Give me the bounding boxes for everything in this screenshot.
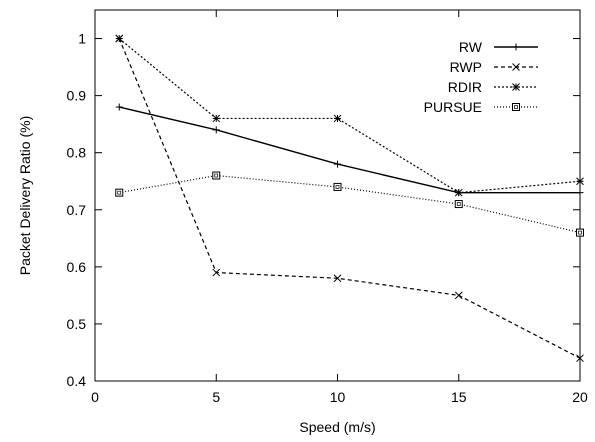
marker-square-inner [335,185,340,189]
marker-square [454,200,463,209]
x-tick-label: 15 [451,389,467,405]
data-point-rwp [454,291,463,300]
series-line-rdir [118,38,581,194]
marker-stroke [212,268,221,277]
marker-stroke [454,291,463,300]
data-point-rwp [576,354,584,363]
series-rw [115,103,584,197]
marker-square [115,188,124,197]
marker-stroke [454,188,463,197]
series-line-pursue [119,174,581,234]
data-point-rw [212,126,220,134]
marker-square-inner [514,105,518,109]
marker-stroke [115,34,124,43]
marker-stroke [333,274,342,283]
data-point-rdir [212,114,221,123]
y-tick-label: 0.8 [67,145,87,161]
data-point-rwp [333,274,342,283]
y-tick-label: 0.5 [67,316,87,332]
marker-stroke [512,83,520,91]
series-rdir [115,34,584,197]
marker-square-inner [578,230,582,235]
legend-item-pursue: PURSUE [424,99,538,115]
data-point-rdir [333,114,342,123]
data-point-pursue [333,182,342,191]
y-tick-label: 1 [78,31,86,47]
legend-label-rw: RW [459,39,483,55]
y-tick-label: 0.6 [67,259,87,275]
legend-label-rwp: RWP [450,59,482,75]
axes: 0 5 10 15 20 0.4 0.5 0.6 0.7 0.8 0.9 1 [67,9,588,405]
data-point-rwp [212,268,221,277]
data-point-pursue [212,171,221,180]
marker-square [576,228,584,237]
series-lines [115,34,584,363]
marker-square [212,171,221,180]
plot-frame [94,9,581,382]
x-tick-label: 5 [212,389,220,405]
legend: RW RWP RDIR PURSUE [424,39,538,115]
series-line-rw [119,106,580,194]
marker-stroke [212,114,221,123]
legend-item-rdir: RDIR [448,79,538,95]
marker-square-inner [117,190,122,195]
x-tick-label: 0 [91,389,99,405]
data-point-rdir [576,177,584,186]
legend-marker-pursue [512,103,520,111]
series-pursue [115,171,584,237]
y-tick-label: 0.7 [67,202,87,218]
data-point-rw [115,103,123,111]
marker-stroke [512,63,520,71]
data-point-pursue [454,200,463,209]
marker-stroke [576,354,584,363]
x-axis-title: Speed (m/s) [299,419,375,435]
y-axis-title: Packet Delivery Ratio (%) [17,116,33,276]
marker-stroke [576,177,584,186]
marker-square [512,103,520,111]
legend-marker-rw [512,43,520,51]
data-point-rw [576,189,584,197]
x-tick-label: 20 [572,389,588,405]
legend-marker-rwp [512,63,520,71]
x-tick-label: 10 [330,389,346,405]
y-tick-label: 0.9 [67,88,87,104]
legend-label-pursue: PURSUE [424,99,482,115]
legend-label-rdir: RDIR [448,79,482,95]
data-point-pursue [576,228,584,237]
legend-marker-rdir [512,83,520,91]
marker-stroke [333,114,342,123]
data-point-rdir [115,34,124,43]
legend-item-rwp: RWP [450,59,538,75]
marker-square-inner [456,202,461,206]
marker-square [333,182,342,191]
marker-square-inner [214,173,219,178]
data-point-rdir [454,188,463,197]
y-tick-label: 0.4 [67,373,87,389]
legend-item-rw: RW [459,39,538,55]
data-point-rw [334,160,341,168]
data-point-pursue [115,188,124,197]
